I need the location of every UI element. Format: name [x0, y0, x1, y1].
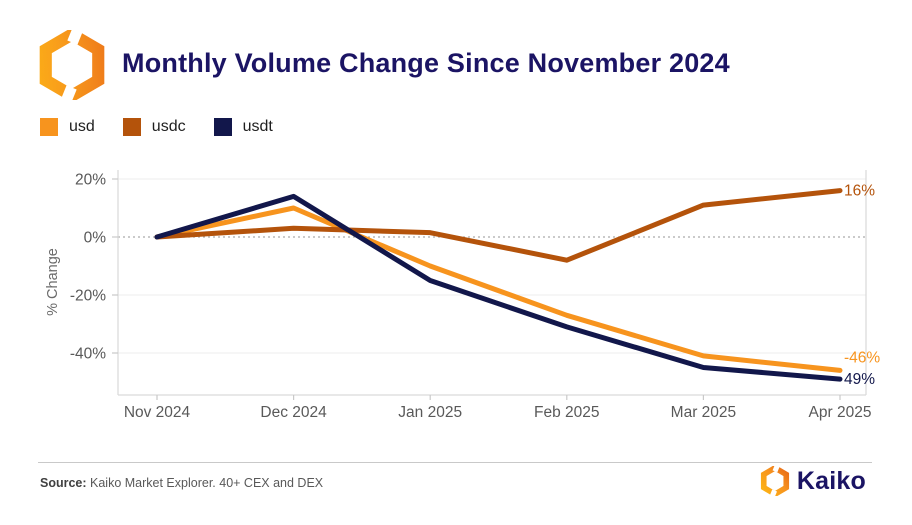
- source-value: Kaiko Market Explorer. 40+ CEX and DEX: [86, 476, 324, 490]
- chart-legend: usd usdc usdt: [40, 118, 273, 136]
- x-tick-label: Feb 2025: [534, 404, 600, 421]
- y-tick-label: -20%: [70, 288, 106, 305]
- kaiko-logo-icon: [39, 30, 105, 100]
- legend-label-usdc: usdc: [151, 118, 186, 135]
- x-tick-label: Jan 2025: [398, 404, 462, 421]
- page-title: Monthly Volume Change Since November 202…: [122, 48, 730, 78]
- footer-brand-name: Kaiko: [796, 466, 866, 495]
- x-tick-label: Mar 2025: [671, 404, 736, 421]
- end-label-usd: -46%: [844, 349, 880, 366]
- usdt-swatch-icon: [213, 118, 232, 136]
- legend-item-usd: usd: [40, 118, 95, 136]
- usd-swatch-icon: [40, 118, 58, 136]
- series-line-usdt: [154, 193, 843, 382]
- footer-brand: Kaiko: [760, 466, 866, 496]
- x-tick-label: Nov 2024: [124, 404, 191, 421]
- legend-label-usdt: usdt: [242, 118, 273, 135]
- series-line-usd: [154, 205, 843, 373]
- x-tick-label: Apr 2025: [809, 404, 872, 421]
- header: Monthly Volume Change Since November 202…: [0, 0, 912, 110]
- footer-divider: [38, 462, 872, 463]
- series-line-usdc: [154, 188, 843, 263]
- end-label-usdt: 49%: [844, 371, 875, 388]
- volume-change-chart: -46% 16% 49% Nov 2024 Dec 2024 Jan 2025 Feb 20…: [0, 158, 912, 430]
- y-tick-label: 20%: [75, 172, 106, 189]
- legend-item-usdc: usdc: [122, 118, 186, 136]
- line-chart-canvas: -46% 16% 49% Nov 2024 Dec 2024 Jan 2025 Feb 20…: [45, 170, 880, 421]
- y-tick-label: 0%: [84, 230, 107, 247]
- x-tick-label: Dec 2024: [260, 404, 327, 421]
- y-tick-label: -40%: [70, 346, 106, 363]
- y-axis-title: % Change: [45, 248, 61, 316]
- source-label: Source:: [40, 476, 87, 490]
- legend-label-usd: usd: [69, 118, 95, 135]
- kaiko-footer-logo-icon: [760, 466, 789, 496]
- usdc-swatch-icon: [122, 118, 141, 136]
- legend-item-usdt: usdt: [213, 118, 273, 136]
- source-text: Source: Kaiko Market Explorer. 40+ CEX a…: [40, 476, 323, 490]
- end-label-usdc: 16%: [844, 183, 875, 200]
